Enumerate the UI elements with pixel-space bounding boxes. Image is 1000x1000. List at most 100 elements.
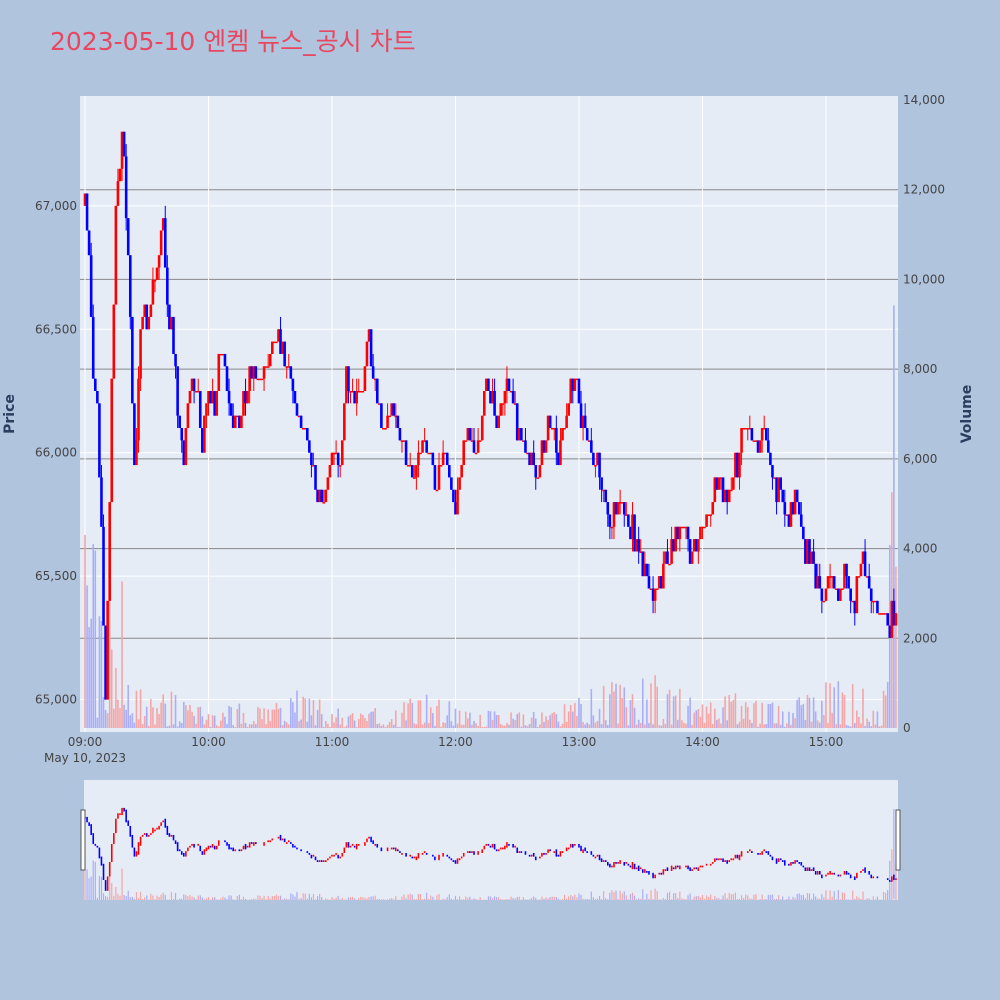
volume-bar [421,724,424,728]
slider-volume-bar [668,891,671,900]
candle-body [678,526,682,540]
candle-body [744,428,747,430]
candle-body [110,378,114,503]
slider-volume-bar [442,898,444,900]
slider-volume-bar [703,898,706,900]
slider-volume-bar [728,892,730,900]
slider-volume-bar [131,896,133,900]
volume-bar [471,724,473,728]
candle-body [238,415,241,429]
slider-volume-bar [874,899,876,900]
volume-bar [864,725,866,728]
volume-bar [265,724,267,728]
volume-bar [508,724,510,728]
candle-body [145,304,149,330]
volume-bar [255,724,257,728]
candle-body [143,304,146,317]
slider-volume-bar [722,895,724,900]
volume-tick-label: 14,000 [903,93,945,107]
slider-volume-bar [203,899,205,900]
slider-volume-bar [275,894,278,900]
candle-body [703,526,706,529]
candle-body [464,440,468,442]
volume-bar [236,709,239,728]
volume-bar [84,535,86,728]
volume-bar [392,724,395,728]
slider-volume-bar [782,896,784,900]
volume-bar [405,720,407,728]
price-gridlines [80,96,898,732]
volume-bar [308,698,311,728]
slider-volume-bar [555,897,557,900]
candle-body [511,390,515,404]
candle-body [522,440,525,442]
volume-bar [176,726,179,728]
slider-volume-bar [533,896,535,900]
candle-body [795,489,799,503]
slider-volume-bar [417,894,420,900]
slider-volume-bar [687,895,689,900]
candle-body [773,477,776,479]
slider-volume-bar [837,889,839,900]
candle-body [318,489,321,503]
slider-volume-bar [633,895,636,900]
candle-body [814,563,817,589]
range-slider-left-handle[interactable] [80,809,86,871]
slider-volume-bar [224,897,226,900]
volume-bar [880,725,883,728]
slider-volume-bar [693,896,695,900]
candle-body [832,576,836,589]
volume-bar [606,724,609,728]
slider-volume-bar [724,893,726,900]
volume-bar [489,711,492,728]
candle-body [666,551,669,564]
candle-body [725,489,729,503]
candle-body [867,576,871,589]
candle-body [460,465,463,478]
volume-bar [541,712,543,728]
candle-body [375,378,379,404]
slider-volume-bar [191,896,193,900]
candle-body [361,390,365,393]
candle-body [548,415,552,429]
volume-bar [835,724,838,728]
slider-volume-bar [467,897,469,900]
slider-volume-bar [469,896,471,900]
slider-volume-bar [689,893,691,900]
slider-volume-bar [448,894,450,900]
volume-bar [858,716,860,728]
candle-body [293,390,297,404]
slider-volume-bar [88,878,90,900]
candle-body [310,452,313,466]
volume-bar [269,720,272,728]
slider-volume-bar [374,895,376,900]
volume-bar [448,701,451,728]
volume-bar [164,703,167,728]
candle-body [262,366,266,379]
candle-body [155,267,159,280]
candle-body [622,502,626,515]
volume-bar [261,719,263,728]
slider-volume-bar [405,898,407,900]
candle-body [131,316,134,404]
candle-body [338,465,342,467]
volume-bar [736,724,739,728]
candle-body [837,588,840,601]
range-slider[interactable] [84,780,898,900]
volume-bar [695,710,698,728]
slider-volume-bar [391,898,393,900]
volume-bar [652,724,654,728]
range-slider-right-handle[interactable] [895,809,901,871]
candle-body [470,440,474,442]
volume-bar [263,708,265,728]
volume-bar [689,697,691,728]
slider-volume-bar [269,898,271,900]
candle-body [349,390,352,393]
volume-bar [759,723,761,728]
slider-volume-bar [512,897,514,900]
candle-body [233,415,237,429]
volume-bar [868,721,870,728]
volume-bar [438,699,440,728]
volume-bar [837,681,840,728]
slider-volume-bar [261,898,263,900]
